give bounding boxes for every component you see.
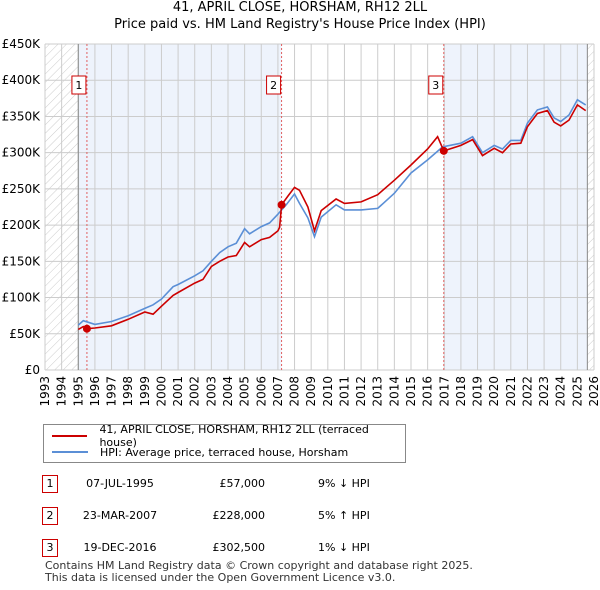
sale-date: 23-MAR-2007: [82, 509, 158, 522]
sale-price: £57,000: [219, 477, 266, 490]
sale-date: 19-DEC-2016: [83, 541, 157, 554]
x-tick-label: 2004: [221, 376, 235, 407]
legend-label-hpi: HPI: Average price, terraced house, Hors…: [100, 445, 349, 459]
legend-label-property: 41, APRIL CLOSE, HORSHAM, RH12 2LL (terr…: [99, 423, 369, 449]
y-tick-label: £100K: [2, 291, 42, 305]
x-tick-label: 2000: [154, 376, 168, 407]
sale-label: 1: [75, 79, 82, 92]
x-tick-label: 2002: [188, 376, 202, 407]
x-tick-label: 2013: [371, 376, 385, 407]
sale-label-box: [71, 75, 87, 95]
sale-label: 2: [270, 79, 277, 92]
y-tick-label: £150K: [2, 254, 42, 268]
y-tick-label: £450K: [2, 37, 42, 51]
x-tick-label: 2001: [171, 376, 185, 407]
legend: 41, APRIL CLOSE, HORSHAM, RH12 2LL (terr…: [43, 423, 406, 463]
x-tick-label: 2011: [337, 376, 351, 407]
x-tick-label: 2014: [387, 376, 401, 407]
sale-number: 2: [42, 507, 58, 525]
table-row: 2 23-MAR-2007 £228,000 5% ↑ HPI: [0, 507, 600, 525]
sale-label-box: [428, 75, 444, 95]
shaded-period: [443, 44, 588, 370]
hpi-line: [77, 98, 587, 326]
x-tick-label: 2016: [421, 376, 435, 407]
footer-licence: This data is licensed under the Open Gov…: [45, 571, 396, 584]
x-tick-label: 1994: [55, 376, 69, 407]
table-row: 1 07-JUL-1995 £57,000 9% ↓ HPI: [0, 475, 600, 493]
sale-number: 3: [42, 539, 58, 557]
x-tick-label: 2007: [271, 376, 285, 407]
sale-point: [439, 146, 448, 155]
y-tick-label: £300K: [2, 146, 42, 160]
x-tick-label: 2022: [520, 376, 534, 407]
y-tick-label: £350K: [2, 109, 42, 123]
x-tick-label: 1998: [121, 376, 135, 407]
x-tick-label: 1996: [88, 376, 102, 407]
x-tick-label: 2017: [437, 376, 451, 407]
x-tick-label: 2015: [404, 376, 418, 407]
chart-subtitle: Price paid vs. HM Land Registry's House …: [114, 17, 486, 32]
x-tick-label: 2003: [204, 376, 218, 407]
x-tick-label: 1999: [138, 376, 152, 407]
sale-price: £302,500: [212, 541, 266, 554]
x-tick-label: 2023: [537, 376, 551, 407]
y-tick-label: £50K: [9, 327, 41, 341]
x-tick-label: 2006: [254, 376, 268, 407]
sale-point: [277, 200, 286, 209]
y-tick-label: £200K: [2, 218, 42, 232]
hatch-region-after: [587, 44, 594, 370]
x-tick-label: 2024: [554, 376, 568, 407]
sale-label: 3: [432, 79, 439, 92]
sale-date: 07-JUL-1995: [86, 477, 154, 490]
x-tick-label: 2021: [504, 376, 518, 407]
x-tick-label: 2018: [454, 376, 468, 407]
x-tick-label: 2020: [487, 376, 501, 407]
sale-label-box: [266, 75, 282, 95]
sale-number: 1: [42, 475, 58, 493]
legend-red-line: [52, 435, 88, 437]
sale-point: [82, 324, 91, 333]
x-tick-label: 1993: [38, 376, 52, 407]
sale-hpi: 1% ↓ HPI: [318, 541, 370, 554]
chart-title: 41, APRIL CLOSE, HORSHAM, RH12 2LL: [172, 0, 428, 15]
x-tick-label: 1995: [71, 376, 85, 407]
footer-copyright: Contains HM Land Registry data © Crown c…: [45, 559, 473, 572]
y-tick-label: £400K: [2, 73, 42, 87]
x-tick-label: 2012: [354, 376, 368, 407]
sale-price: £228,000: [212, 509, 266, 522]
x-tick-label: 2005: [238, 376, 252, 407]
legend-blue-line: [52, 451, 88, 453]
x-tick-label: 2019: [471, 376, 485, 407]
price-chart: 1993 1994 1995 1996 1997 1998 1999 2000 2001 2002…: [2, 37, 600, 407]
x-tick-label: 2026: [587, 376, 600, 407]
x-tick-label: 1997: [105, 376, 119, 407]
price-paid-line: [77, 103, 587, 331]
x-tick-label: 2010: [321, 376, 335, 407]
x-tick-label: 2025: [570, 376, 584, 407]
y-tick-label: £0: [25, 363, 40, 377]
table-row: 3 19-DEC-2016 £302,500 1% ↓ HPI: [0, 539, 600, 557]
sale-hpi: 9% ↓ HPI: [318, 477, 370, 490]
y-tick-label: £250K: [2, 182, 42, 196]
x-tick-label: 2009: [304, 376, 318, 407]
shaded-period: [78, 44, 282, 370]
sale-hpi: 5% ↑ HPI: [318, 509, 370, 522]
x-tick-label: 2008: [288, 376, 302, 407]
